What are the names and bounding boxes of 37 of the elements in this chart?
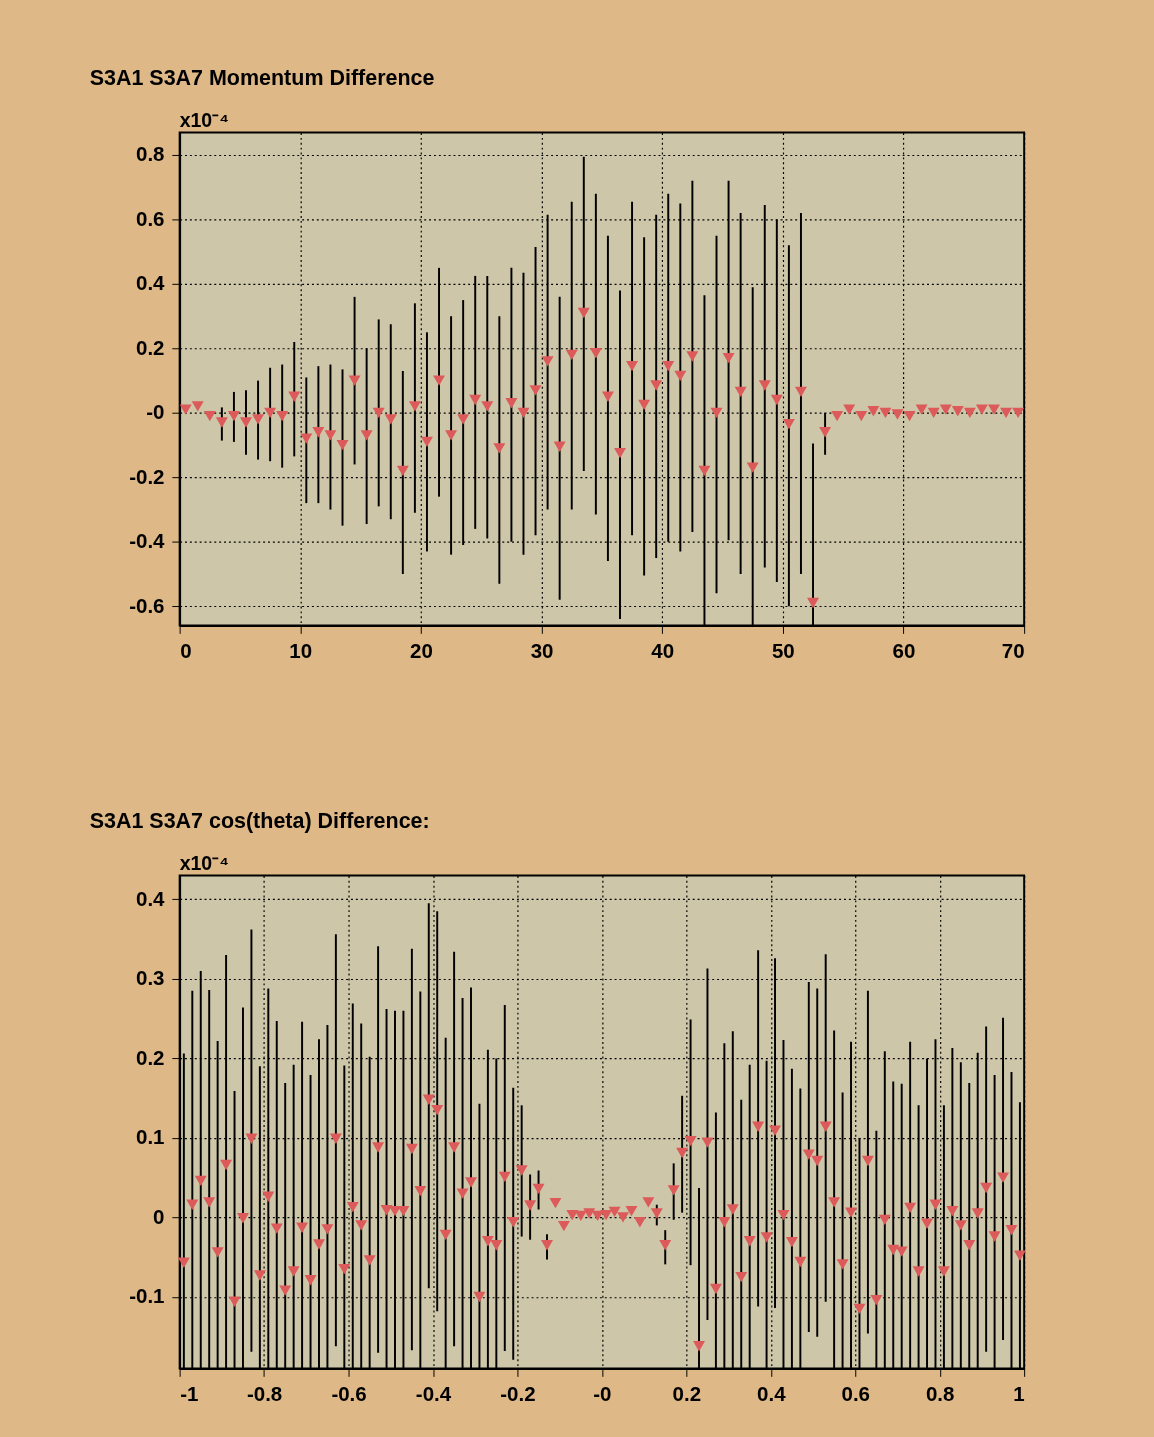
x-tick-label: 40 [651,639,675,663]
x-tick-label: 60 [892,639,916,663]
y-tick-label: -0.1 [129,1284,165,1308]
y-tick-label: -0 [146,400,165,424]
y-tick-label: 0.4 [136,271,166,295]
x-tick-label: -0.2 [500,1382,536,1406]
x-tick-label: -0.6 [331,1382,367,1406]
text: x10⁻⁴ [179,851,229,874]
y-tick-label: 0.8 [136,142,165,166]
y-tick-label: 0.2 [136,1045,165,1069]
x-tick-label: 0.2 [672,1382,702,1406]
x-tick-label: 30 [530,639,554,663]
y-tick-label: 0.2 [136,335,165,359]
chart-title: S3A1 S3A7 cos(theta) Difference: [89,808,430,833]
y-tick-label: -0.6 [129,593,165,617]
x-tick-label: 10 [289,639,313,663]
chart-title: S3A1 S3A7 Momentum Difference [89,65,435,90]
x-tick-label: 0.6 [841,1382,870,1406]
y-tick-label: -0.4 [129,529,166,553]
text: x10⁻⁴ [179,108,229,131]
x-tick-label: -0.8 [246,1382,283,1406]
y-tick-label: -0.2 [129,464,165,488]
x-tick-label: 0.4 [757,1382,787,1406]
x-tick-label: 20 [410,639,433,663]
x-tick-label: -0.4 [415,1382,452,1406]
y-tick-label: 0.1 [136,1125,165,1149]
x-tick-label: 0.8 [925,1382,955,1406]
x-tick-label: -0 [593,1382,612,1406]
x-tick-label: 70 [1001,639,1025,663]
y-tick-label: 0.4 [136,886,166,910]
y-tick-label: 0.3 [136,966,165,990]
y-tick-label: 0.6 [136,206,165,230]
x-tick-label: 0 [180,639,192,663]
y-tick-label: 0 [153,1204,165,1228]
x-tick-label: 1 [1013,1382,1025,1406]
x-tick-label: 50 [771,639,795,663]
x-tick-label: -1 [180,1382,199,1406]
